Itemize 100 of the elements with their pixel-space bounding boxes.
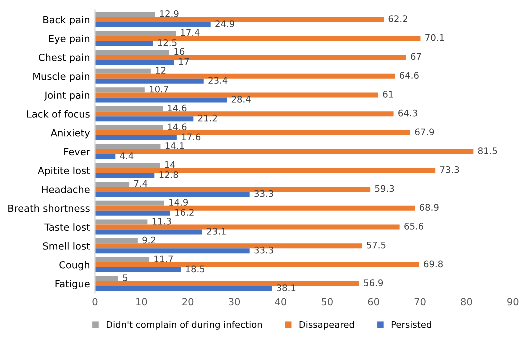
data-label: 12.9: [160, 10, 179, 18]
bar: [95, 262, 420, 268]
bar: [95, 224, 400, 230]
x-tick-label: 50: [322, 298, 333, 306]
y-tick-label: Chest pain: [39, 54, 90, 64]
bar: [95, 125, 164, 130]
data-label: 70.1: [426, 34, 444, 42]
data-label: 24.9: [216, 20, 234, 28]
bar: [95, 173, 155, 178]
bar: [95, 31, 176, 36]
bar: [95, 286, 272, 292]
data-label: 33.3: [254, 246, 274, 254]
data-label: 17.6: [182, 134, 201, 141]
bar: [95, 135, 177, 140]
y-tick-label: Cough: [60, 261, 90, 271]
y-tick-label: Muscle pain: [34, 72, 90, 82]
bar: [95, 163, 160, 168]
bar: [95, 41, 154, 46]
data-label: 57.5: [367, 242, 386, 249]
bar: [95, 281, 360, 286]
bar: [95, 276, 118, 282]
x-tick-label: 30: [229, 298, 240, 306]
bar: [95, 149, 474, 154]
data-label: 67.9: [415, 128, 434, 136]
x-tick-label: 0: [92, 298, 98, 306]
bar: [95, 210, 170, 216]
bar: [95, 54, 406, 60]
bar: [95, 154, 116, 160]
data-label: 7.4: [134, 180, 148, 187]
data-label: 21.2: [198, 114, 218, 122]
data-label: 14.9: [170, 199, 188, 206]
y-tick-label: Eye pain: [49, 34, 90, 44]
y-tick-label: Fever: [64, 148, 90, 156]
x-tick-label: 10: [136, 298, 148, 306]
data-label: 5: [123, 274, 128, 282]
legend-label: Didn't complain of during infection: [106, 321, 262, 330]
data-label: 65.6: [404, 223, 424, 230]
data-label: 33.3: [254, 190, 274, 198]
data-label: 68.9: [420, 204, 439, 211]
data-label: 64.6: [400, 72, 419, 79]
data-label: 17: [179, 58, 190, 66]
y-tick-label: Back pain: [44, 16, 90, 26]
data-label: 59.3: [375, 185, 394, 192]
bar: [95, 17, 384, 22]
data-label: 10.7: [150, 86, 168, 93]
data-label: 12.5: [158, 39, 177, 46]
data-label: 18.5: [186, 266, 205, 273]
bar: [95, 230, 202, 235]
data-label: 12: [156, 67, 166, 74]
bar: [95, 144, 161, 150]
bar: [95, 267, 182, 273]
y-tick-label: Breath shortness: [8, 204, 90, 212]
bar: [95, 36, 421, 42]
data-label: 62.2: [388, 16, 408, 22]
data-label: 12.8: [160, 171, 178, 178]
x-tick-label: 40: [275, 298, 286, 306]
data-label: 28.4: [232, 96, 251, 103]
bar: [95, 168, 436, 174]
data-label: 9.2: [142, 236, 156, 244]
data-label: 38.1: [276, 284, 296, 292]
data-label: 81.5: [478, 148, 498, 154]
bar: [95, 130, 411, 136]
bar: [95, 78, 204, 84]
data-label: 11.3: [152, 218, 172, 225]
data-label: 73.3: [440, 166, 460, 174]
legend-label: Persisted: [392, 321, 432, 328]
legend-label: Dissapeared: [300, 321, 354, 330]
x-tick-label: 60: [368, 298, 380, 306]
data-label: 14: [165, 162, 176, 168]
y-tick-label: Joint pain: [44, 92, 90, 101]
x-tick-label: 90: [508, 298, 519, 306]
data-label: 4.4: [120, 152, 134, 160]
bar: [95, 12, 156, 18]
data-label: 64.3: [398, 110, 418, 117]
data-label: 16: [174, 48, 185, 56]
y-tick-label: Lack of focus: [27, 110, 90, 118]
bar: [95, 257, 150, 262]
y-tick-label: Apitite lost: [38, 166, 90, 176]
data-label: 61: [383, 91, 394, 98]
data-label: 14.1: [166, 142, 184, 150]
bar: [95, 74, 396, 79]
x-tick-label: 20: [182, 298, 194, 306]
data-label: 67: [411, 53, 422, 60]
bar: [95, 206, 416, 211]
y-tick-label: Taste lost: [44, 224, 90, 232]
bar: [95, 88, 145, 93]
y-tick-label: Anixiety: [50, 129, 90, 139]
data-label: 16.2: [176, 209, 194, 216]
y-tick-label: Headache: [42, 186, 90, 194]
x-tick-label: 80: [461, 298, 472, 306]
bar: [95, 92, 378, 98]
data-label: 11.7: [154, 256, 174, 262]
data-label: 17.4: [181, 30, 200, 36]
data-label: 69.8: [424, 260, 443, 268]
bar: [95, 200, 164, 206]
data-label: 56.9: [364, 280, 384, 286]
bar: [95, 192, 250, 198]
bar: [95, 248, 250, 254]
data-label: 14.6: [168, 124, 187, 131]
data-label: 23.4: [208, 77, 228, 84]
